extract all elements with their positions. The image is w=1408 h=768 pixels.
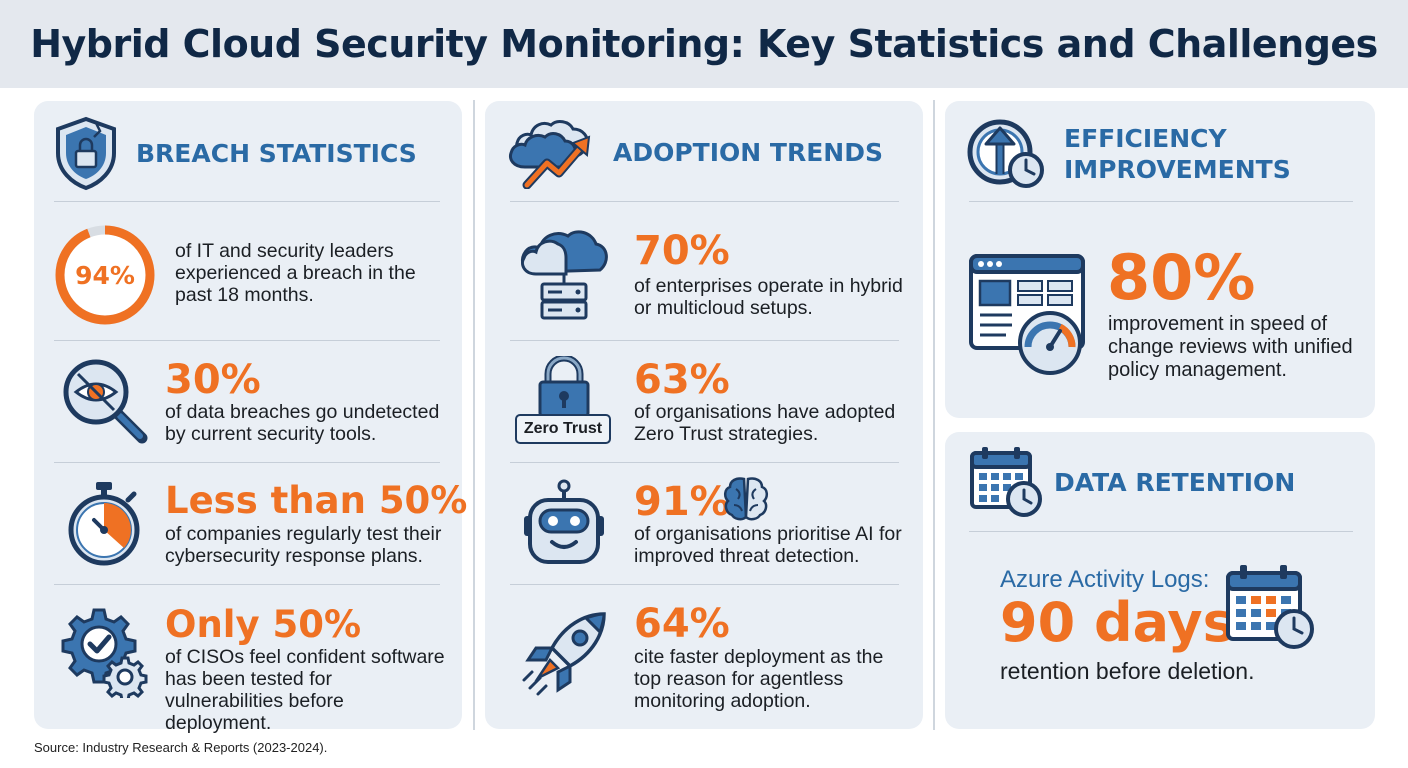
adoption-panel-title: ADOPTION TRENDS [613, 137, 883, 167]
divider [54, 201, 440, 202]
adoption-stat-4: 64% [634, 601, 730, 647]
column-divider [933, 100, 935, 730]
adoption-stat-1: 70% [634, 228, 730, 274]
divider [969, 531, 1353, 532]
magnifier-eye-icon [63, 359, 148, 444]
breach-stat-4: Only 50% [165, 603, 362, 646]
adoption-desc-1: of enterprises operate in hybrid or mult… [634, 275, 903, 319]
dashboard-gauge-icon [969, 254, 1085, 375]
cloud-trend-icon [509, 120, 591, 189]
rocket-icon [522, 612, 606, 696]
divider [510, 201, 899, 202]
source-note: Source: Industry Research & Reports (202… [34, 740, 328, 755]
adoption-panel-header: ADOPTION TRENDS [507, 115, 883, 189]
breach-desc-1: of IT and security leaders experienced a… [175, 240, 416, 306]
retention-panel-title: DATA RETENTION [1054, 467, 1296, 497]
retention-panel-header: DATA RETENTION [968, 445, 1295, 519]
adoption-desc-2: of organisations have adopted Zero Trust… [634, 401, 896, 445]
divider [510, 462, 899, 463]
adoption-desc-3: of organisations prioritise AI for impro… [634, 523, 902, 567]
padlock-icon [538, 356, 590, 418]
retention-stat: 90 days [1000, 591, 1235, 654]
efficiency-panel-header: EFFICIENCY IMPROVEMENTS [966, 116, 1291, 192]
breach-desc-2: of data breaches go undetected by curren… [165, 401, 440, 445]
cloud-server-icon [521, 230, 608, 320]
zero-trust-badge-label: Zero Trust [523, 420, 603, 437]
retention-desc: retention before deletion. [1000, 658, 1255, 684]
breach-desc-4: of CISOs feel confident software has bee… [165, 646, 445, 734]
brain-icon [724, 477, 768, 521]
efficiency-title-line2: IMPROVEMENTS [1064, 155, 1291, 184]
breach-stat-3: Less than 50% [165, 479, 468, 522]
adoption-stat-2: 63% [634, 357, 730, 403]
adoption-stat-3: 91% [634, 479, 730, 525]
column-divider [473, 100, 475, 730]
robot-icon [524, 479, 604, 564]
divider [54, 462, 440, 463]
divider [54, 584, 440, 585]
adoption-desc-4: cite faster deployment as the top reason… [634, 646, 884, 712]
calendar-clock-icon [1226, 565, 1314, 649]
clock-arrow-icon [967, 119, 1044, 188]
breach-stat-2: 30% [165, 357, 261, 403]
divider [510, 340, 899, 341]
divider [54, 340, 440, 341]
progress-ring: 94% [55, 225, 155, 325]
header-bar: Hybrid Cloud Security Monitoring: Key St… [0, 0, 1408, 88]
efficiency-title-line1: EFFICIENCY [1064, 124, 1227, 153]
shield-lock-icon [56, 116, 116, 191]
stopwatch-icon [68, 482, 140, 566]
gears-check-icon [61, 608, 148, 698]
calendar-clock-icon [970, 447, 1042, 517]
efficiency-desc: improvement in speed of change reviews w… [1108, 313, 1353, 381]
zero-trust-badge: Zero Trust [515, 414, 611, 444]
efficiency-stat: 80% [1107, 241, 1256, 314]
divider [510, 584, 899, 585]
breach-stat-1: 94% [75, 261, 135, 290]
efficiency-panel-title: EFFICIENCY IMPROVEMENTS [1064, 123, 1291, 185]
retention-label: Azure Activity Logs: [1000, 566, 1210, 593]
breach-panel-header: BREACH STATISTICS [52, 115, 417, 191]
breach-desc-3: of companies regularly test their cybers… [165, 523, 442, 567]
page-title: Hybrid Cloud Security Monitoring: Key St… [30, 22, 1378, 66]
breach-panel-title: BREACH STATISTICS [136, 138, 417, 168]
divider [969, 201, 1353, 202]
